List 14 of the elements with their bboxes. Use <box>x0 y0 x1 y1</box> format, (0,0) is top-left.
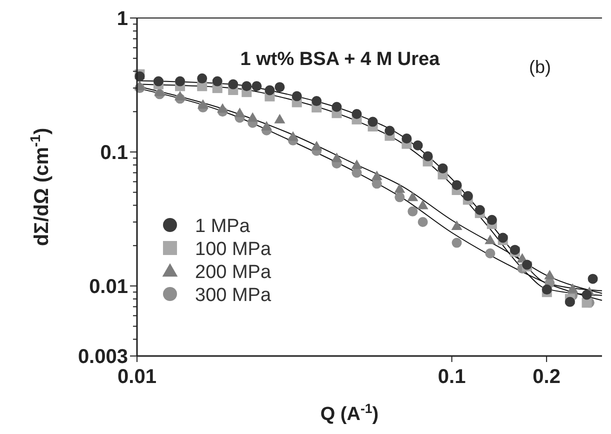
x-tick-label: 0.01 <box>118 366 156 388</box>
x-axis-title: Q (A$^{-1}$) <box>320 400 379 425</box>
y-tick-label: 0.003 <box>78 346 128 368</box>
x-tick-label: 0.2 <box>532 366 560 388</box>
annotation: (b) <box>529 57 551 77</box>
text: 1 wt% BSA + 4 M Urea <box>240 49 440 70</box>
y-tick-label: 1 <box>116 8 128 30</box>
legend-label: 1 MPa <box>195 216 250 237</box>
y-tick-label: 0.01 <box>89 276 128 298</box>
y-tick-label: 0.1 <box>100 142 128 164</box>
legend-label: 100 MPa <box>195 239 272 260</box>
x-tick-label: 0.1 <box>438 366 466 388</box>
legend-label: 200 MPa <box>195 262 272 283</box>
legend-label: 300 MPa <box>195 285 272 306</box>
